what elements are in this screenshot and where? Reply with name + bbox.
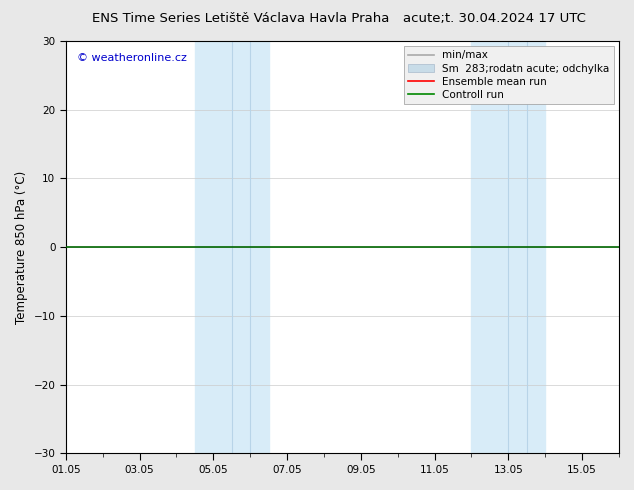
- Bar: [195, 41, 269, 453]
- Y-axis label: Temperature 850 hPa (°C): Temperature 850 hPa (°C): [15, 171, 28, 324]
- Bar: [472, 41, 545, 453]
- Legend: min/max, Sm  283;rodatn acute; odchylka, Ensemble mean run, Controll run: min/max, Sm 283;rodatn acute; odchylka, …: [404, 46, 614, 104]
- Text: acute;t. 30.04.2024 17 UTC: acute;t. 30.04.2024 17 UTC: [403, 12, 586, 25]
- Text: © weatheronline.cz: © weatheronline.cz: [77, 53, 187, 63]
- Text: ENS Time Series Letiště Václava Havla Praha: ENS Time Series Letiště Václava Havla Pr…: [92, 12, 390, 25]
